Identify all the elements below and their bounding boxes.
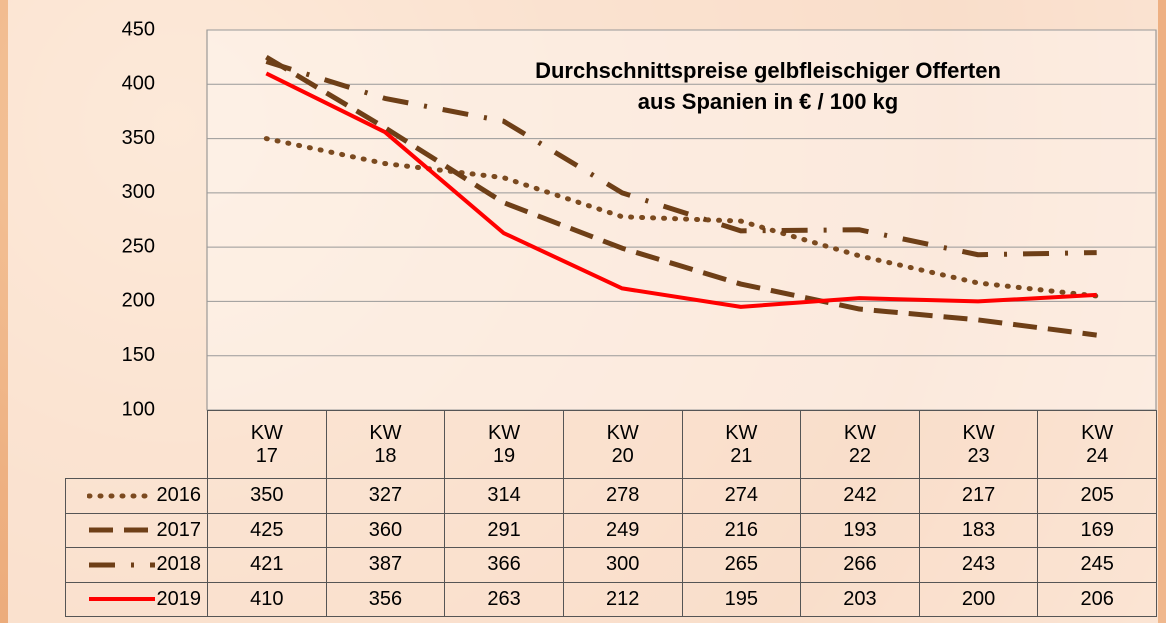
table-value: 291: [444, 513, 564, 549]
legend-swatch: [87, 490, 157, 502]
table-value: 421: [207, 547, 327, 583]
table-value: 183: [919, 513, 1039, 549]
y-tick-label: 350: [122, 127, 155, 149]
table-value: 217: [919, 478, 1039, 514]
table-value: 216: [682, 513, 802, 549]
y-tick-label: 450: [122, 18, 155, 40]
table-value: 212: [563, 582, 683, 618]
table-value: 263: [444, 582, 564, 618]
table-value: 360: [326, 513, 446, 549]
table-value: 169: [1037, 513, 1157, 549]
x-tick-label: KW 18: [326, 410, 446, 479]
table-value: 266: [800, 547, 920, 583]
x-tick-label: KW 17: [207, 410, 327, 479]
legend-label: 2017: [157, 519, 202, 542]
table-value: 410: [207, 582, 327, 618]
y-tick-label: 150: [122, 344, 155, 366]
legend-swatch: [87, 524, 157, 536]
table-value: 200: [919, 582, 1039, 618]
table-value: 205: [1037, 478, 1157, 514]
legend-entry: 2016: [65, 478, 208, 514]
chart-title: Durchschnittspreise gelbfleischiger Offe…: [400, 55, 1136, 117]
legend-entry: 2018: [65, 547, 208, 583]
x-tick-label: KW 23: [919, 410, 1039, 479]
table-value: 245: [1037, 547, 1157, 583]
table-value: 425: [207, 513, 327, 549]
table-value: 356: [326, 582, 446, 618]
table-value: 265: [682, 547, 802, 583]
y-tick-label: 400: [122, 73, 155, 95]
legend-label: 2019: [157, 588, 202, 611]
table-value: 242: [800, 478, 920, 514]
table-value: 314: [444, 478, 564, 514]
x-tick-label: KW 19: [444, 410, 564, 479]
legend-entry: 2017: [65, 513, 208, 549]
table-value: 387: [326, 547, 446, 583]
table-value: 274: [682, 478, 802, 514]
table-value: 327: [326, 478, 446, 514]
legend-label: 2016: [157, 484, 202, 507]
x-tick-label: KW 20: [563, 410, 683, 479]
table-value: 300: [563, 547, 683, 583]
table-value: 243: [919, 547, 1039, 583]
x-tick-label: KW 22: [800, 410, 920, 479]
table-value: 249: [563, 513, 683, 549]
x-tick-label: KW 21: [682, 410, 802, 479]
x-tick-label: KW 24: [1037, 410, 1157, 479]
table-value: 350: [207, 478, 327, 514]
y-tick-label: 300: [122, 181, 155, 203]
table-value: 366: [444, 547, 564, 583]
table-value: 193: [800, 513, 920, 549]
legend-entry: 2019: [65, 582, 208, 618]
legend-swatch: [87, 593, 157, 605]
y-tick-label: 100: [122, 398, 155, 420]
table-value: 195: [682, 582, 802, 618]
table-value: 278: [563, 478, 683, 514]
table-value: 206: [1037, 582, 1157, 618]
table-value: 203: [800, 582, 920, 618]
legend-swatch: [87, 559, 157, 571]
legend-label: 2018: [157, 553, 202, 576]
y-tick-label: 250: [122, 235, 155, 257]
y-tick-label: 200: [122, 290, 155, 312]
chart: 100 150 200 250 300 350 400 450 Durchschnittspr…: [0, 0, 1166, 623]
